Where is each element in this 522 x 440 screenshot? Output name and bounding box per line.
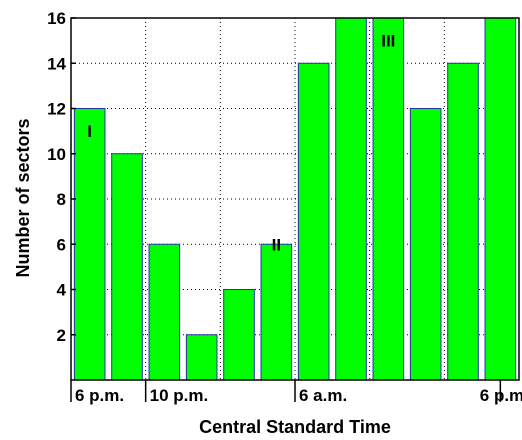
y-tick-label: 10 <box>47 145 66 164</box>
bar-annotation: I <box>87 122 92 141</box>
y-tick-label: 14 <box>47 54 66 73</box>
y-tick-label: 6 <box>57 235 66 254</box>
y-tick-label: 16 <box>47 9 66 28</box>
bar-annotation: III <box>381 32 395 51</box>
bar <box>148 243 181 381</box>
y-axis-label: Number of sectors <box>13 118 33 277</box>
bar-annotation: II <box>272 235 281 254</box>
bar <box>335 17 367 381</box>
y-tick-label: 12 <box>47 100 66 119</box>
bar <box>185 334 218 381</box>
x-tick-label: 10 p.m. <box>150 386 209 405</box>
y-tick-label: 8 <box>57 190 66 209</box>
x-tick-label: 6 p.m. <box>480 386 522 405</box>
x-axis-label: Central Standard Time <box>199 417 391 437</box>
bars <box>73 17 517 381</box>
y-tick-label: 4 <box>57 281 67 300</box>
y-tick-label: 2 <box>57 326 66 345</box>
bar <box>484 17 517 381</box>
bar <box>297 62 330 381</box>
x-tick-label: 6 a.m. <box>299 386 347 405</box>
bar <box>111 153 143 381</box>
bar <box>260 243 293 381</box>
bar <box>409 108 442 381</box>
bar <box>372 17 405 381</box>
bar <box>73 108 106 381</box>
bar <box>447 62 479 381</box>
axes <box>70 17 520 402</box>
bar <box>223 289 255 381</box>
x-tick-label: 6 p.m. <box>75 386 124 405</box>
